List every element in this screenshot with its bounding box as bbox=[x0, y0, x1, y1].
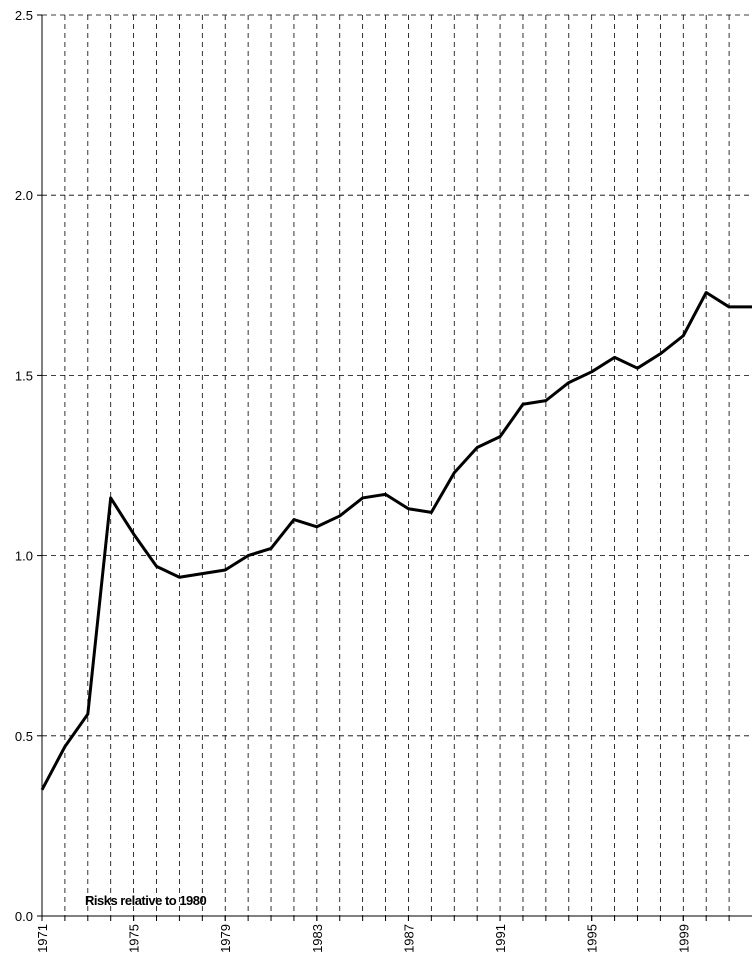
x-tick-label: 1983 bbox=[310, 924, 325, 953]
x-tick-label: 1995 bbox=[585, 924, 600, 953]
x-tick-label: 1975 bbox=[127, 924, 142, 953]
x-tick-label: 1971 bbox=[35, 924, 50, 953]
y-tick-label: 2.0 bbox=[15, 188, 33, 203]
line bbox=[40, 291, 752, 791]
y-tick-label: 2.5 bbox=[15, 8, 33, 23]
y-tick-label: 1.0 bbox=[15, 549, 33, 564]
y-tick-label: 1.5 bbox=[15, 368, 33, 383]
x-tick-label: 1999 bbox=[676, 924, 691, 953]
x-tick-label: 1979 bbox=[218, 924, 233, 953]
x-tick-label: 1991 bbox=[493, 924, 508, 953]
x-tick-label: 1987 bbox=[401, 924, 416, 953]
annotation: Risks relative to 1980 bbox=[85, 893, 207, 908]
y-tick-label: 0.5 bbox=[15, 729, 33, 744]
y-tick-label: 0.0 bbox=[15, 909, 33, 924]
